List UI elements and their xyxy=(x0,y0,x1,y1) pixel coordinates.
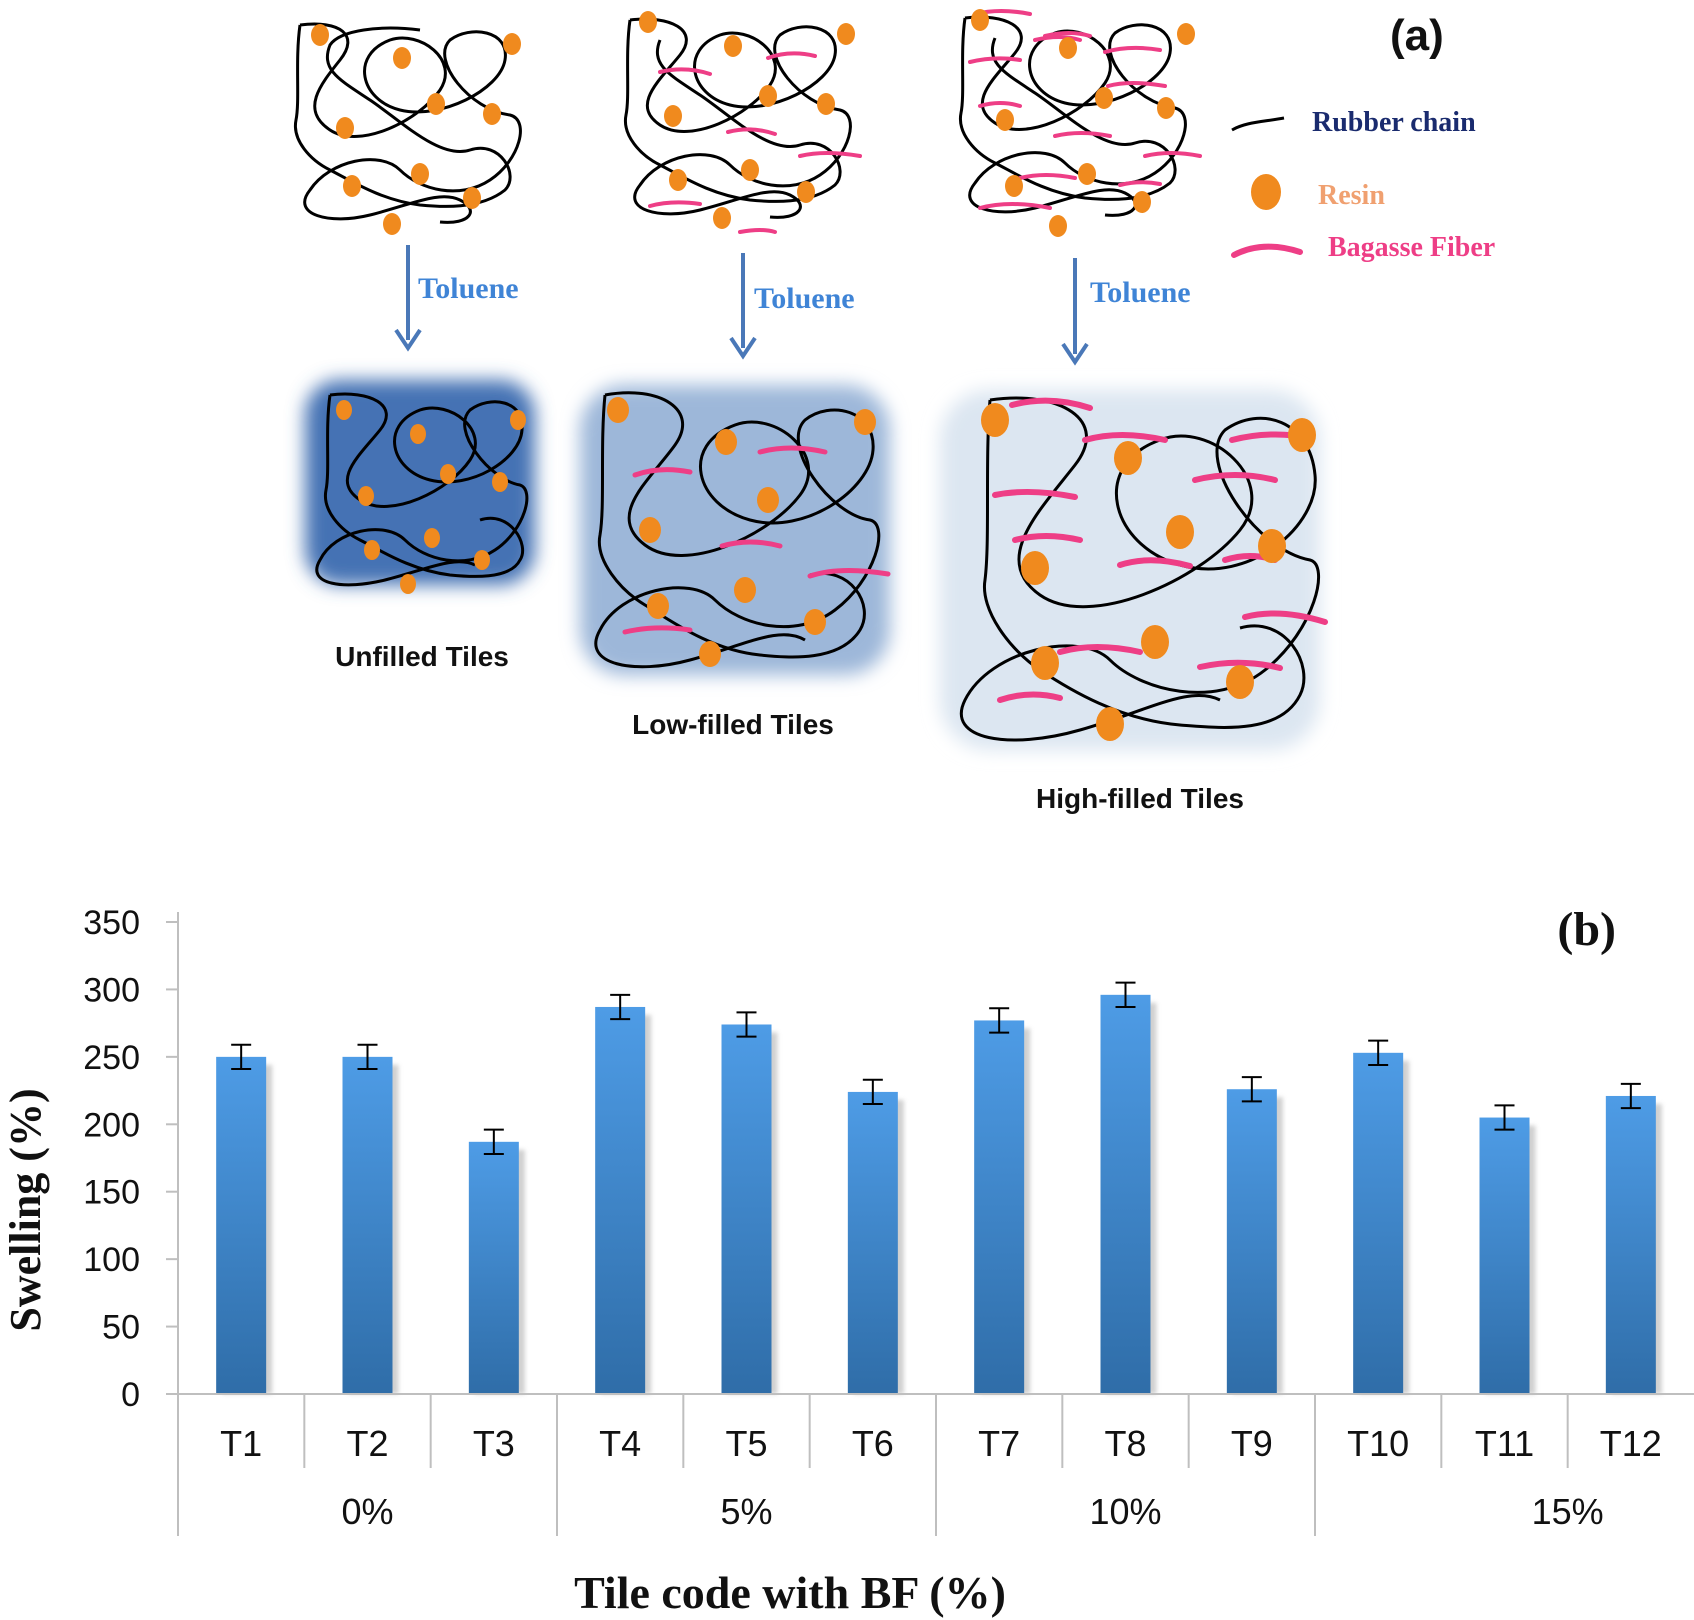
x-axis-groups: 0% 5% 10% 15% xyxy=(177,1394,1604,1536)
legend-resin-icon xyxy=(1251,174,1281,210)
x-tick-label-t3: T3 xyxy=(473,1423,515,1464)
group-label: 0% xyxy=(341,1491,393,1532)
caption-high-filled: High-filled Tiles xyxy=(1036,783,1244,814)
y-axis-label: Swelling (%) xyxy=(1,1088,50,1331)
swollen-network-low-filled: Low-filled Tiles xyxy=(580,385,891,740)
bar-t9 xyxy=(1226,1089,1277,1394)
legend: Rubber chain Resin Bagasse Fiber xyxy=(1231,107,1495,263)
dry-network-unfilled xyxy=(293,22,522,235)
y-tick-label: 300 xyxy=(83,971,140,1009)
bar-t5 xyxy=(721,1024,772,1394)
x-axis-ticks: T1 T2 T3 T4 T5 T6 T7 T8 T9 T10 T11 T12 xyxy=(220,1394,1662,1468)
dry-network-high-filled xyxy=(958,9,1202,237)
bar-t11 xyxy=(1479,1117,1530,1394)
toluene-label-1: Toluene xyxy=(418,272,519,305)
y-tick-label: 150 xyxy=(83,1174,140,1212)
swollen-network-unfilled: Unfilled Tiles xyxy=(305,380,535,672)
y-axis-ticks: 0 50 100 150 200 250 300 350 xyxy=(83,904,178,1414)
toluene-label-2: Toluene xyxy=(754,282,855,315)
arrow-unfilled: Toluene xyxy=(394,245,519,352)
x-tick-label-t7: T7 xyxy=(978,1423,1020,1464)
bar-t12 xyxy=(1605,1095,1656,1394)
bars xyxy=(216,981,1662,1394)
arrow-high-filled: Toluene xyxy=(1061,258,1191,366)
x-tick-label-t5: T5 xyxy=(725,1423,767,1464)
bar-t10 xyxy=(1353,1052,1404,1394)
x-tick-label-t2: T2 xyxy=(346,1423,388,1464)
axes xyxy=(177,912,1694,1395)
legend-rubber-chain-label: Rubber chain xyxy=(1312,107,1476,138)
x-tick-label-t8: T8 xyxy=(1104,1423,1146,1464)
y-tick-label: 0 xyxy=(121,1376,140,1414)
group-label: 10% xyxy=(1089,1491,1161,1532)
panel-b-label: (b) xyxy=(1557,903,1616,956)
x-axis-label: Tile code with BF (%) xyxy=(574,1567,1006,1618)
legend-rubber-chain-icon xyxy=(1231,116,1285,132)
group-label: 5% xyxy=(720,1491,772,1532)
legend-bagasse-fiber-label: Bagasse Fiber xyxy=(1328,232,1495,263)
arrow-low-filled: Toluene xyxy=(729,253,855,360)
bar-t7 xyxy=(974,1020,1025,1394)
bar-t2 xyxy=(342,1056,393,1394)
y-tick-label: 100 xyxy=(83,1241,140,1279)
legend-bagasse-fiber-icon xyxy=(1231,243,1303,258)
x-tick-label-t10: T10 xyxy=(1347,1423,1409,1464)
swollen-network-high-filled: High-filled Tiles xyxy=(940,390,1328,814)
y-tick-label: 250 xyxy=(83,1039,140,1077)
y-tick-label: 50 xyxy=(102,1309,140,1347)
panel-a-diagram: (a) Rubber chain Resin Bagasse Fiber xyxy=(293,9,1495,814)
y-tick-label: 200 xyxy=(83,1106,140,1144)
group-label: 15% xyxy=(1532,1491,1604,1532)
x-tick-label-t4: T4 xyxy=(599,1423,641,1464)
x-tick-label-t9: T9 xyxy=(1231,1423,1273,1464)
bar-t4 xyxy=(595,1006,646,1394)
panel-a-label: (a) xyxy=(1390,11,1444,60)
bar-t8 xyxy=(1100,994,1151,1394)
caption-unfilled: Unfilled Tiles xyxy=(335,641,509,672)
swelling-bar-chart: (b) 0 50 100 150 200 250 300 350 T1 T2 T3 T4 T5 T6 T7… xyxy=(1,903,1694,1618)
legend-resin-label: Resin xyxy=(1318,180,1385,211)
caption-low-filled: Low-filled Tiles xyxy=(632,709,834,740)
x-tick-label-t12: T12 xyxy=(1600,1423,1662,1464)
x-tick-label-t1: T1 xyxy=(220,1423,262,1464)
x-tick-label-t11: T11 xyxy=(1475,1423,1534,1464)
bar-t1 xyxy=(216,1056,267,1394)
toluene-label-3: Toluene xyxy=(1090,276,1191,309)
y-tick-label: 350 xyxy=(83,904,140,942)
bar-t3 xyxy=(468,1141,519,1394)
bar-t6 xyxy=(847,1091,898,1394)
x-tick-label-t6: T6 xyxy=(852,1423,894,1464)
dry-network-low-filled xyxy=(623,11,862,234)
